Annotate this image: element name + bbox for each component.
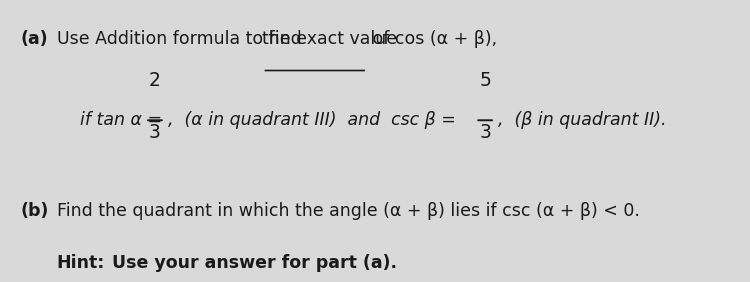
Text: 5: 5 [479, 70, 491, 89]
Text: 3: 3 [479, 123, 491, 142]
Text: 2: 2 [149, 70, 161, 89]
Text: Hint:: Hint: [56, 254, 105, 272]
Text: (b): (b) [20, 202, 49, 220]
Text: of cos (α + β),: of cos (α + β), [368, 30, 497, 49]
Text: (a): (a) [20, 30, 48, 49]
Text: 3: 3 [149, 123, 161, 142]
Text: Use your answer for part (a).: Use your answer for part (a). [100, 254, 397, 272]
Text: the exact value: the exact value [262, 30, 398, 49]
Text: Find the quadrant in which the angle (α + β) lies if csc (α + β) < 0.: Find the quadrant in which the angle (α … [56, 202, 640, 220]
Text: Use Addition formula to find: Use Addition formula to find [56, 30, 307, 49]
Text: if tan α =: if tan α = [80, 111, 167, 129]
Text: ,  (α in quadrant III)  and  csc β =: , (α in quadrant III) and csc β = [167, 111, 460, 129]
Text: ,  (β in quadrant II).: , (β in quadrant II). [498, 111, 666, 129]
